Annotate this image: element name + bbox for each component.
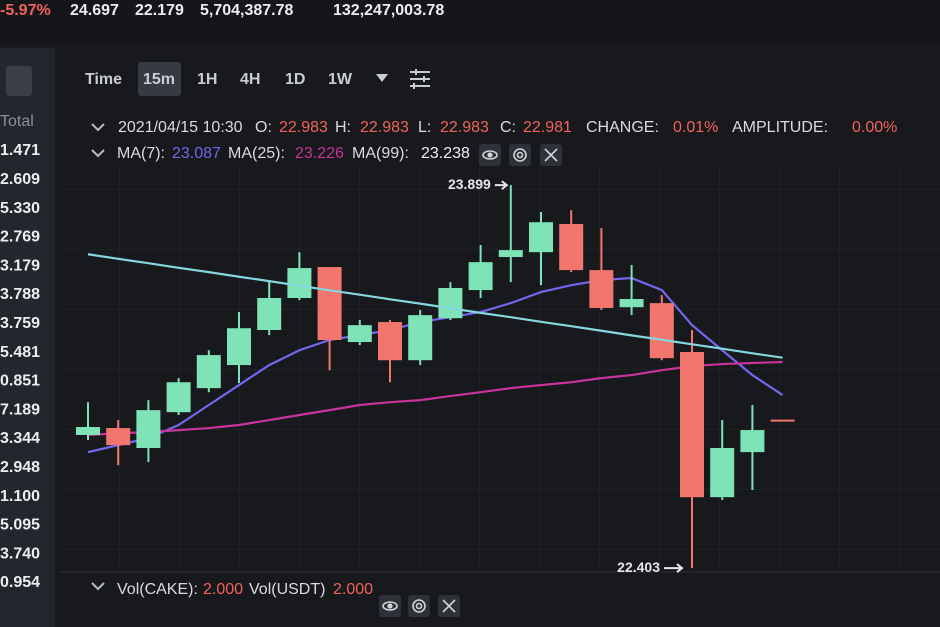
ma-icons[interactable]: [379, 144, 562, 617]
info-value: 0.00%: [852, 119, 897, 136]
candle-body: [227, 328, 251, 366]
candle-body: [710, 448, 735, 498]
sidebar-value: 5.481: [0, 344, 40, 361]
settings-icon[interactable]: [410, 69, 430, 89]
info-value: 22.983: [360, 119, 409, 136]
candle-body: [619, 299, 644, 308]
sidebar-value: 2.769: [0, 229, 40, 246]
ticker-bar: [0, 0, 940, 42]
info-label: CHANGE:: [586, 119, 659, 136]
sidebar-value: 3.759: [0, 315, 40, 332]
sidebar-button[interactable]: [6, 66, 32, 96]
low-annotation: 22.403: [617, 559, 660, 575]
active-interval: [138, 62, 181, 96]
sidebar-value: 5.095: [0, 517, 40, 534]
ticker-value: -5.97%: [0, 2, 51, 19]
ma-line: [87, 360, 783, 437]
candle-body: [196, 355, 221, 389]
sidebar-value: 2.948: [0, 459, 40, 476]
interval-button[interactable]: 15m: [143, 71, 175, 88]
interval-button[interactable]: Time: [85, 71, 122, 88]
info-label: L:: [418, 119, 431, 136]
candle-body: [589, 270, 614, 308]
low-arrow: [664, 563, 684, 573]
volume-value: 2.000: [333, 581, 373, 598]
info-value: 22.983: [440, 119, 489, 136]
candle-body: [347, 325, 372, 343]
candle-body: [649, 303, 674, 359]
interval-button[interactable]: 1H: [197, 71, 217, 88]
sidebar: [0, 48, 55, 627]
candle-body: [317, 267, 342, 340]
chevrons[interactable]: [91, 123, 105, 591]
interval-button[interactable]: 1D: [285, 71, 305, 88]
sidebar-value: 3.788: [0, 286, 40, 303]
chart-grid: [60, 165, 940, 565]
candle-body: [770, 419, 795, 422]
candle-body: [166, 382, 191, 413]
high-annotation: 23.899: [448, 176, 491, 192]
candle-body: [378, 322, 402, 361]
ma-label: MA(7):: [117, 145, 165, 162]
candle-body: [76, 427, 100, 435]
sidebar-value: 3.740: [0, 545, 40, 562]
info-time: 2021/04/15 10:30: [118, 119, 243, 136]
ma-label: MA(99):: [352, 145, 409, 162]
ma-line: [87, 276, 784, 454]
ticker-value: 5,704,387.78: [200, 2, 294, 19]
interval-button[interactable]: 1W: [328, 71, 353, 88]
sidebar-value: 7.189: [0, 401, 40, 418]
candle-body: [257, 298, 282, 331]
candle-body: [136, 410, 161, 449]
info-value: 22.983: [279, 119, 328, 136]
sidebar-value: 5.330: [0, 200, 40, 217]
ma-line: [87, 253, 783, 359]
sidebar-value: 0.851: [0, 373, 40, 390]
sidebar-value: 1.471: [0, 142, 40, 159]
sidebar-value: 3.344: [0, 430, 40, 447]
dropdown-icon[interactable]: [376, 74, 388, 82]
sidebar-value: 3.179: [0, 257, 40, 274]
candle-body: [740, 430, 765, 453]
sidebar-value: 2.609: [0, 171, 40, 188]
ma-value: 23.087: [172, 145, 221, 162]
info-label: C:: [500, 119, 516, 136]
candle-body: [468, 262, 493, 291]
sidebar-value: 0.954: [0, 574, 40, 591]
info-value: 0.01%: [673, 119, 718, 136]
ticker-value: 132,247,003.78: [333, 2, 444, 19]
candle-body: [680, 352, 704, 498]
sidebar-title: Total: [0, 113, 34, 130]
info-label: O:: [255, 119, 272, 136]
ticker-value: 24.697: [70, 2, 119, 19]
ma-label: MA(25):: [228, 145, 285, 162]
candle-body: [106, 428, 131, 446]
ticker-value: 22.179: [135, 2, 184, 19]
candle-body: [498, 250, 523, 258]
candle-body: [559, 224, 584, 271]
info-value: 22.981: [523, 119, 572, 136]
ma-value: 23.226: [295, 145, 344, 162]
candle-body: [529, 222, 553, 253]
volume-label: Vol(USDT): [249, 581, 325, 598]
info-label: H:: [335, 119, 351, 136]
info-label: AMPLITUDE:: [732, 119, 828, 136]
sidebar-value: 1.100: [0, 488, 40, 505]
volume-label: Vol(CAKE):: [117, 581, 198, 598]
ma-value: 23.238: [421, 145, 470, 162]
volume-value: 2.000: [203, 581, 243, 598]
candle-body: [287, 268, 312, 299]
interval-button[interactable]: 4H: [240, 71, 260, 88]
candle-body: [408, 315, 433, 361]
candle-body: [438, 288, 463, 319]
high-arrow: [494, 180, 509, 190]
